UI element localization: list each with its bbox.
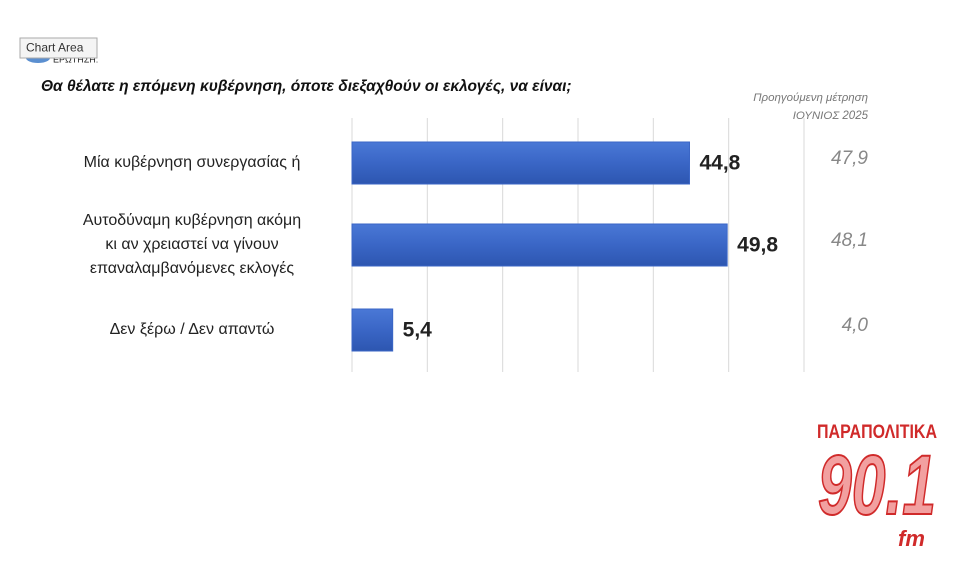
logo-brand: ΠΑΡΑΠΟΛΙΤΙΚΑ (817, 422, 937, 443)
logo: ΠΑΡΑΠΟΛΙΤΙΚΑ 90.1 fm (817, 422, 937, 551)
bar (351, 308, 394, 352)
chart-title: Θα θέλατε η επόμενη κυβέρνηση, όποτε διε… (41, 78, 572, 95)
previous-value: 47,9 (831, 148, 868, 169)
category-label: Μία κυβέρνηση συνεργασίας ή (84, 154, 301, 171)
value-label: 5,4 (403, 319, 433, 342)
category-label: Αυτοδύναμη κυβέρνηση ακόμη κι αν χρειαστε… (83, 212, 301, 277)
previous-title: Προηγούμενη μέτρηση (753, 92, 868, 104)
value-label: 49,8 (737, 234, 778, 257)
bar (351, 141, 690, 185)
previous-value: 4,0 (842, 315, 869, 336)
tooltip: Chart Area (26, 41, 84, 55)
value-label: 44,8 (699, 152, 740, 175)
logo-band: fm (898, 526, 925, 551)
previous-value: 48,1 (831, 230, 868, 251)
logo-frequency: 90.1 (818, 438, 936, 532)
previous-subtitle: ΙΟΥΝΙΟΣ 2025 (793, 110, 869, 122)
question-label: ΕΡΩΤΗΣΗ: (53, 54, 98, 64)
tooltip-box (19, 37, 98, 59)
category-label: Δεν ξέρω / Δεν απαντώ (110, 321, 275, 338)
bar (351, 223, 728, 267)
